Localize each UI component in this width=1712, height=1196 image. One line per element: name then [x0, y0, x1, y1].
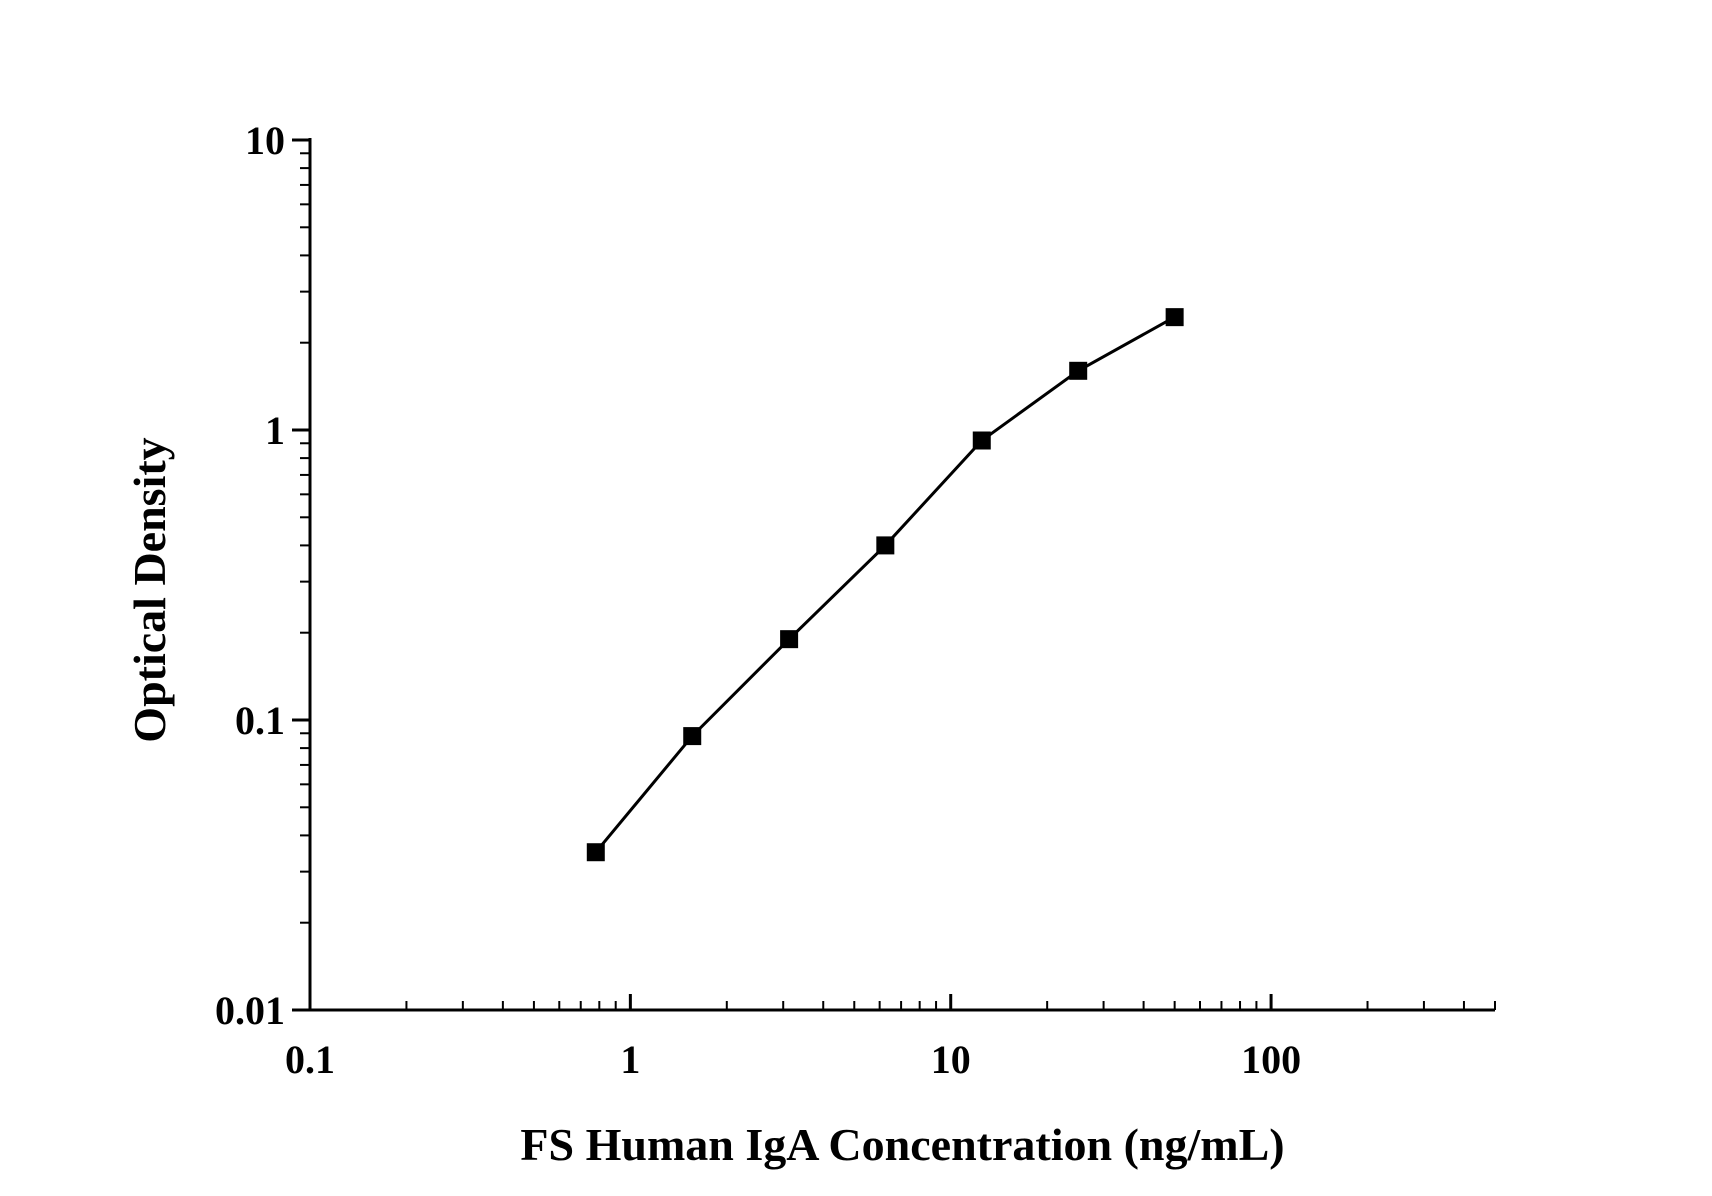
x-tick-label: 1: [620, 1037, 640, 1082]
y-tick-label: 0.1: [235, 698, 285, 743]
y-axis-title: Optical Density: [124, 437, 175, 742]
y-tick-label: 10: [245, 118, 285, 163]
x-tick-label: 100: [1241, 1037, 1301, 1082]
axes: [308, 138, 1495, 1012]
data-point-marker: [586, 843, 605, 862]
data-point-marker: [1165, 308, 1184, 327]
data-series: [586, 308, 1184, 862]
data-point-marker: [972, 431, 991, 450]
data-point-marker: [780, 630, 799, 649]
x-tick-label: 10: [931, 1037, 971, 1082]
y-tick-label: 1: [265, 408, 285, 453]
series-line: [594, 315, 1176, 854]
x-tick-label: 0.1: [285, 1037, 335, 1082]
y-tick-label: 0.01: [215, 988, 285, 1033]
ticks: [292, 138, 1496, 1012]
data-point-marker: [683, 727, 702, 746]
data-point-marker: [1069, 361, 1088, 380]
data-point-marker: [876, 536, 895, 555]
x-axis-title: FS Human IgA Concentration (ng/mL): [520, 1119, 1284, 1170]
